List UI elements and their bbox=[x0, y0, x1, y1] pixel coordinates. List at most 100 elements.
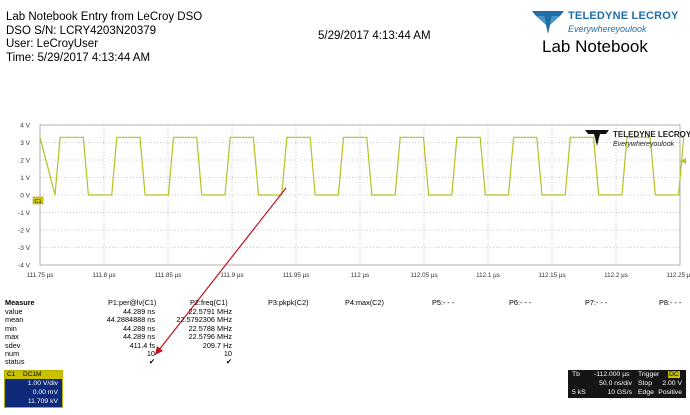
measure-p2-cell: 22.5788 MHz bbox=[188, 323, 232, 333]
y-tick-label: 0 V bbox=[20, 193, 30, 200]
measure-p1-cell: 10 bbox=[146, 349, 155, 358]
timebase-rate: 10 GS/s bbox=[607, 389, 632, 396]
x-tick-label: 112.15 µs bbox=[538, 272, 565, 279]
measure-p2-cell: 10 bbox=[223, 349, 232, 358]
annotation-arrow bbox=[154, 187, 287, 356]
measure-row-max: max 44.289 ns 22.5796 MHz bbox=[0, 333, 690, 342]
measure-row-label: mean bbox=[5, 315, 24, 325]
measure-row-label: num bbox=[5, 349, 20, 358]
measure-p6-header[interactable]: P6:- - - bbox=[509, 298, 532, 307]
measure-p2-header[interactable]: P2:freq(C1) bbox=[190, 298, 228, 307]
measure-p1-cell: 44.2884888 ns bbox=[106, 315, 155, 325]
header-title: Lab Notebook Entry from LeCroy DSO bbox=[6, 11, 203, 23]
measure-p5-header[interactable]: P5:- - - bbox=[432, 298, 455, 307]
channel-1-bw: 11.709 kV bbox=[27, 398, 58, 405]
plot-frame bbox=[39, 124, 681, 266]
measure-row-label: value bbox=[5, 307, 23, 316]
measure-row-label: status bbox=[5, 357, 25, 367]
x-tick-label: 112.25 µs bbox=[666, 272, 690, 279]
channel-1-values: 1.00 V/div 0.00 mV 11.709 kV bbox=[5, 379, 62, 407]
teledyne-lecroy-logo: TELEDYNE LECROY Everywhereyoulook bbox=[530, 6, 688, 40]
x-tick-label: 111.9 µs bbox=[220, 272, 243, 279]
annotation-arrow-head bbox=[155, 346, 163, 355]
channel-1-descriptor[interactable]: C1 DC1M 1.00 V/div 0.00 mV 11.709 kV bbox=[4, 370, 63, 408]
measure-p1-cell: 44.289 ns bbox=[122, 307, 155, 316]
logo-tagline: Everywhereyoulook bbox=[568, 24, 647, 34]
channel-1-label: C1 bbox=[7, 371, 16, 378]
measure-row-label: min bbox=[5, 323, 17, 333]
measure-row-label: sdev bbox=[5, 340, 21, 350]
measure-p2-cell: 22.5796 MHz bbox=[188, 332, 232, 342]
timebase-samples: 5 kS bbox=[572, 389, 586, 396]
x-tick-label: 111.95 µs bbox=[283, 272, 310, 279]
trigger-edge: Edge bbox=[638, 389, 654, 396]
measure-p2-cell: 22.5792306 MHz bbox=[176, 315, 232, 325]
logo-brand-text: TELEDYNE LECROY bbox=[568, 10, 679, 22]
y-tick-label: -1 V bbox=[18, 210, 31, 217]
scope-logo-brand: TELEDYNE LECROY bbox=[613, 130, 690, 139]
x-axis-labels: 111.75 µs 111.8 µs 111.85 µs 111.9 µs 111.95… bbox=[27, 272, 690, 279]
channel-1-descriptor-header: C1 DC1M bbox=[5, 371, 62, 379]
logo-emblem-icon bbox=[532, 11, 564, 34]
measure-row-mean: mean 44.2884888 ns 22.5792306 MHz bbox=[0, 316, 690, 325]
trigger-mode: DC bbox=[668, 371, 680, 378]
measure-p2-cell: ✔ bbox=[225, 357, 232, 367]
measure-header-row: Measure P1:per@lv(C1) P2:freq(C1) P3:pkp… bbox=[0, 298, 690, 308]
measure-row-num: num 10 10 bbox=[0, 349, 690, 359]
header-time: Time: 5/29/2017 4:13:44 AM bbox=[6, 51, 151, 64]
y-tick-label: 3 V bbox=[20, 140, 30, 147]
y-tick-label: -4 V bbox=[18, 263, 31, 270]
timebase-trigger-descriptor[interactable]: Tb -112.000 µs Trigger DC 50.0 ns/div St… bbox=[568, 370, 686, 398]
header-user: User: LeCroyUser bbox=[6, 38, 99, 50]
channel-1-offset: 0.00 mV bbox=[32, 389, 58, 396]
y-tick-label: 1 V bbox=[20, 175, 30, 182]
header-serial: DSO S/N: LCRY4203N20379 bbox=[6, 24, 157, 37]
x-tick-label: 111.85 µs bbox=[155, 272, 182, 279]
measure-p1-header[interactable]: P1:per@lv(C1) bbox=[108, 298, 157, 307]
trigger-level-marker bbox=[680, 158, 686, 164]
measure-p7-header[interactable]: P7:- - - bbox=[585, 298, 608, 307]
measure-p8-header[interactable]: P8:- - - bbox=[659, 298, 682, 307]
channel-1-trace bbox=[39, 136, 685, 196]
measure-p2-cell: 209.7 Hz bbox=[202, 340, 232, 350]
y-tick-label: -2 V bbox=[18, 228, 31, 235]
svg-text:C1: C1 bbox=[34, 199, 41, 205]
scope-grid bbox=[39, 124, 681, 266]
measure-p1-cell: 44.288 ns bbox=[122, 323, 155, 333]
y-tick-label: 2 V bbox=[20, 158, 30, 165]
trigger-label: Trigger bbox=[638, 371, 660, 378]
x-tick-label: 111.75 µs bbox=[27, 272, 54, 279]
measure-p1-cell: 44.289 ns bbox=[122, 332, 155, 342]
measure-p3-header[interactable]: P3:pkpk(C2) bbox=[268, 298, 309, 307]
measure-header-label: Measure bbox=[5, 298, 35, 307]
channel-1-ground-marker: C1 bbox=[32, 196, 44, 205]
x-tick-label: 112 µs bbox=[351, 272, 370, 279]
measure-p1-cell: ✔ bbox=[148, 357, 155, 367]
x-tick-label: 112.05 µs bbox=[410, 272, 437, 279]
measure-p1-cell: 411.4 fs bbox=[129, 340, 155, 350]
measure-row-sdev: sdev 411.4 fs 209.7 Hz bbox=[0, 340, 690, 351]
scope-logo: TELEDYNE LECROY Everywhereyoulook bbox=[585, 130, 690, 148]
lab-notebook-title: Lab Notebook bbox=[542, 37, 648, 56]
x-tick-label: 111.8 µs bbox=[92, 272, 115, 279]
measure-row-value: value 44.289 ns 22.5791 MHz bbox=[0, 307, 690, 317]
timebase-label: Tb bbox=[572, 371, 580, 378]
measure-row-label: max bbox=[5, 332, 19, 342]
y-axis-labels: 4 V 3 V 2 V 1 V 0 V -1 V -2 V -3 V -4 V bbox=[18, 123, 31, 270]
measure-p4-header[interactable]: P4:max(C2) bbox=[345, 298, 384, 307]
notebook-header: Lab Notebook Entry from LeCroy DSO DSO S… bbox=[6, 11, 202, 65]
trigger-polarity: Positive bbox=[658, 389, 682, 396]
header-date: 5/29/2017 4:13:44 AM bbox=[318, 30, 431, 42]
scope-logo-tagline: Everywhereyoulook bbox=[613, 141, 675, 148]
measure-p2-cell: 22.5791 MHz bbox=[188, 307, 232, 316]
trigger-stop: Stop bbox=[638, 380, 652, 387]
scope-waveform-display: 4 V 3 V 2 V 1 V 0 V -1 V -2 V -3 V -4 V 111.75 µ… bbox=[18, 123, 690, 356]
timebase-value: -112.000 µs bbox=[594, 371, 630, 378]
x-tick-label: 112.1 µs bbox=[476, 272, 500, 279]
y-tick-label: 4 V bbox=[20, 123, 30, 130]
y-tick-label: -3 V bbox=[18, 245, 31, 252]
timebase-tdiv: 50.0 ns/div bbox=[599, 380, 632, 387]
trigger-level: 2.00 V bbox=[662, 380, 682, 387]
x-tick-label: 112.2 µs bbox=[604, 272, 628, 279]
measure-row-status: status ✔ ✔ bbox=[0, 358, 690, 367]
